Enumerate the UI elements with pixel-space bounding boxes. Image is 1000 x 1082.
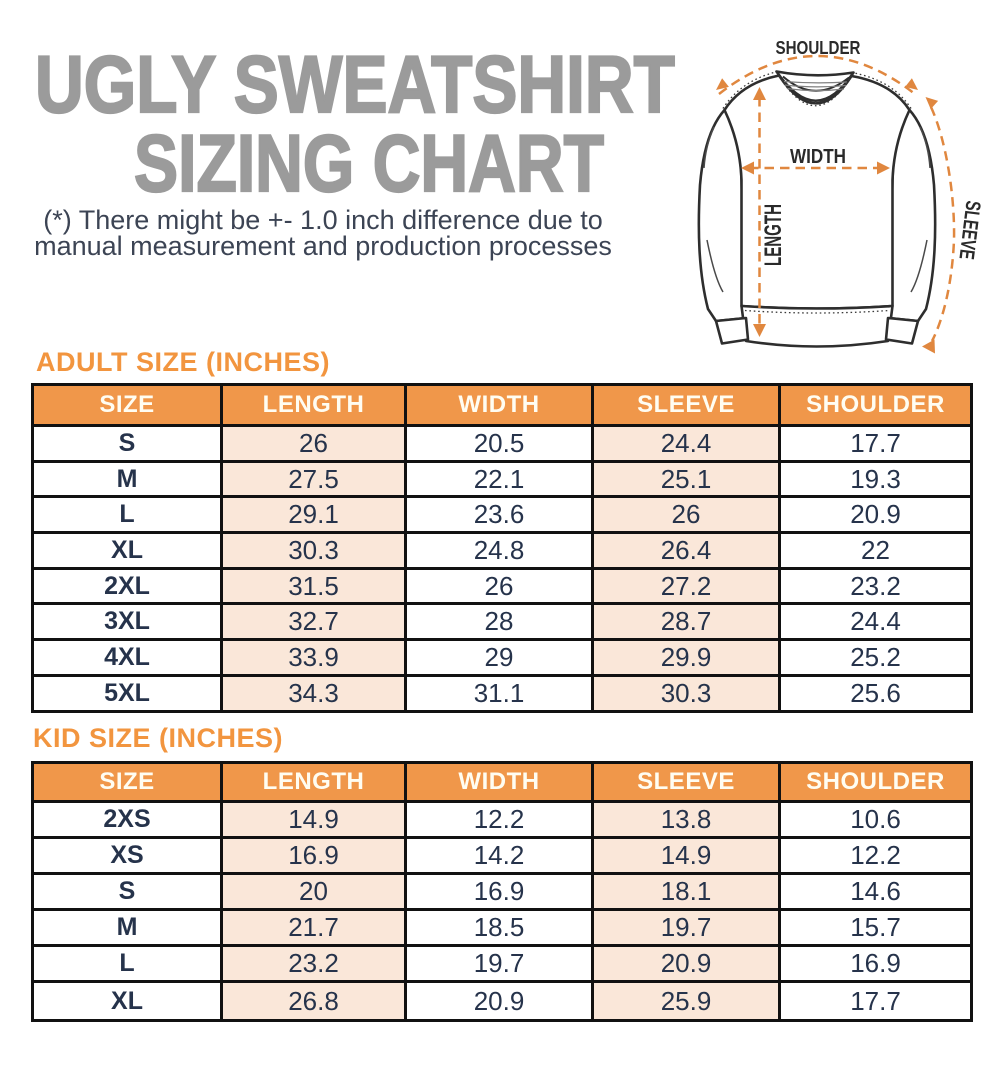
svg-text:LENGTH: LENGTH [760, 204, 787, 266]
svg-text:WIDTH: WIDTH [790, 145, 846, 168]
svg-text:SLEEVE: SLEEVE [954, 199, 984, 260]
svg-text:SHOULDER: SHOULDER [776, 38, 861, 58]
